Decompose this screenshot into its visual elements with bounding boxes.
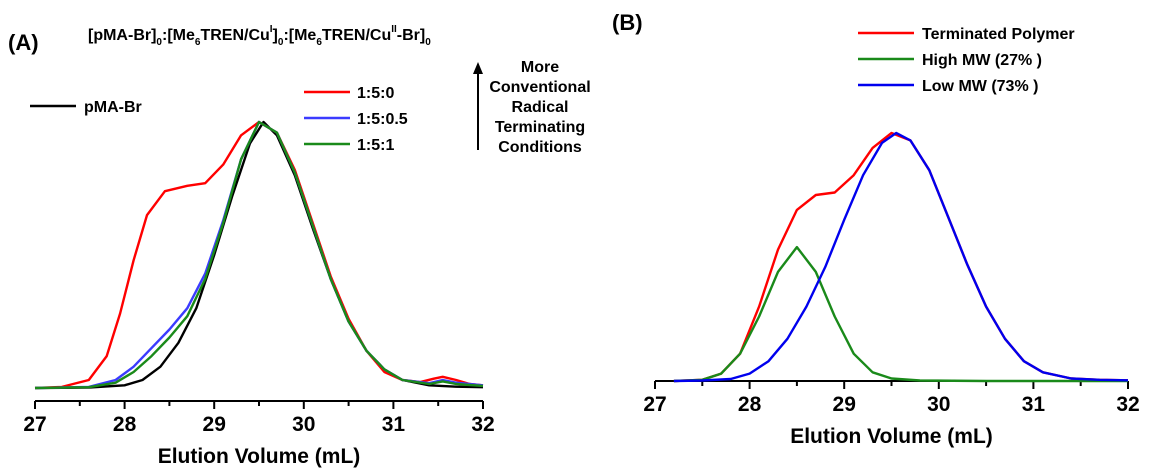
legend-label: 1:5:0.5 [357, 111, 408, 128]
legend-label: Terminated Polymer [922, 26, 1075, 43]
series-line-1-5-1 [34, 120, 484, 390]
annotation-line: Radical [512, 99, 569, 116]
series-line-1-5-0 [34, 120, 484, 390]
x-tick-label: 32 [471, 413, 494, 436]
panel-a-label: (A) [8, 30, 39, 55]
x-tick-label: 28 [113, 413, 137, 436]
annotation-line: More [521, 59, 559, 76]
annotation-line: Terminating [495, 119, 585, 136]
series-line-high-mw-27- [673, 245, 1128, 383]
x-tick-label: 28 [738, 393, 762, 416]
x-tick-label: 30 [927, 393, 950, 416]
series-line-terminated-polymer [673, 131, 1129, 383]
x-tick-label: 30 [292, 413, 315, 436]
legend-label: pMA-Br [84, 99, 142, 116]
panel-a-plot: 27 28 29 30 31 32 Elution Volume (mL) 1:5:0 1:5:… [23, 85, 494, 468]
series-line-low-mw-73- [673, 131, 1129, 383]
x-axis-title: Elution Volume (mL) [158, 445, 361, 468]
x-tick-label: 27 [23, 413, 46, 436]
x-tick-label: 31 [1022, 393, 1046, 416]
annotation-line: Conditions [498, 139, 582, 156]
x-tick-label: 29 [203, 413, 226, 436]
series-line-1-5-0-5 [34, 120, 484, 390]
x-tick-label: 27 [643, 393, 666, 416]
annotation-line: Conventional [489, 79, 590, 96]
legend-label: High MW (27% ) [922, 52, 1042, 69]
x-tick-label: 31 [382, 413, 406, 436]
legend-label: 1:5:1 [357, 137, 394, 154]
panel-b-plot: 27 28 29 30 31 32 Elution Volume (mL) Terminate… [643, 26, 1139, 448]
x-axis-title: Elution Volume (mL) [790, 425, 993, 448]
legend-label: 1:5:0 [357, 85, 394, 102]
up-arrow-icon [473, 62, 483, 150]
panel-a-annotation: More Conventional Radical Terminating Condit… [489, 59, 590, 156]
legend-label: Low MW (73% ) [922, 78, 1038, 95]
x-tick-label: 32 [1116, 393, 1139, 416]
panel-b-label: (B) [612, 10, 643, 35]
panel-a-formula: [pMA-Br]0:[Me6TREN/CuI]0:[Me6TREN/CuII-B… [88, 24, 431, 48]
series-line-pma-br [34, 120, 484, 390]
x-tick-label: 29 [833, 393, 856, 416]
